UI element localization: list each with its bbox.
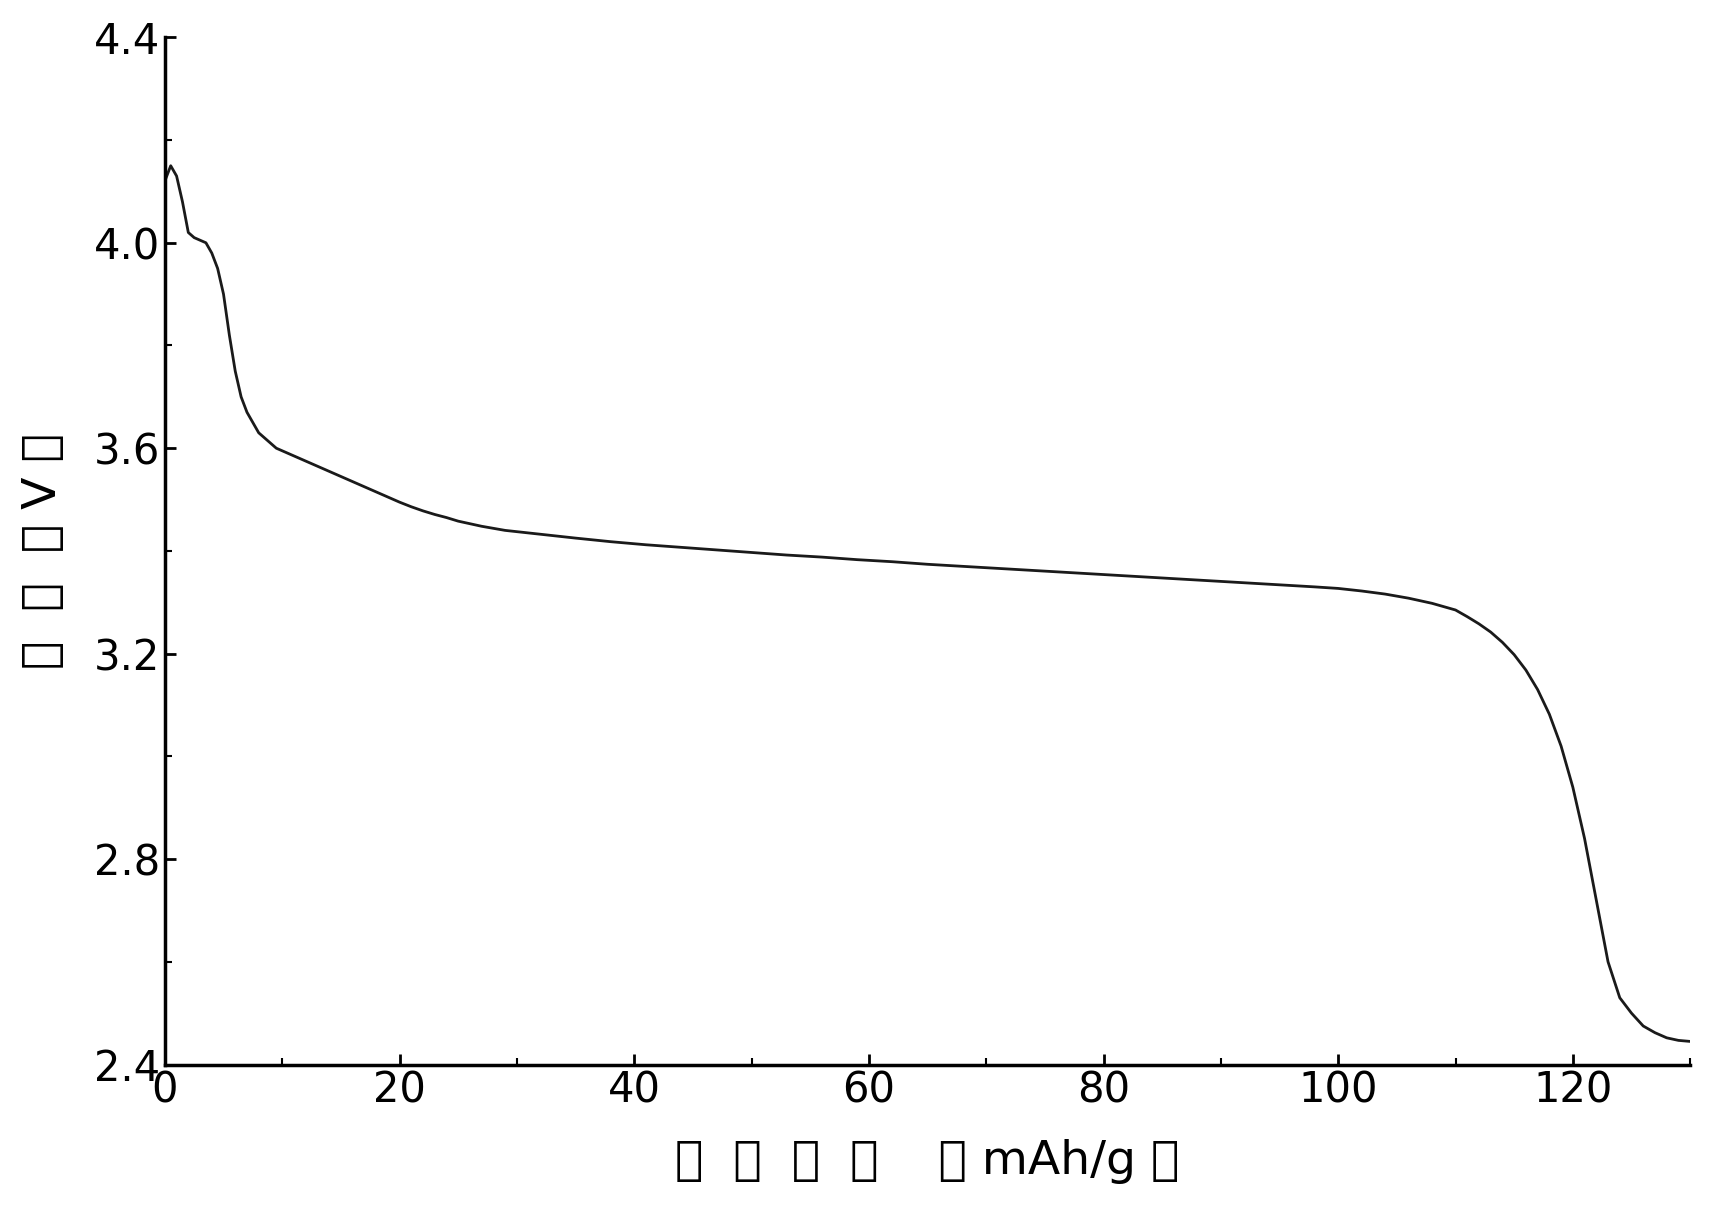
X-axis label: 放  电  容  量    （ mAh/g ）: 放 电 容 量 （ mAh/g ） xyxy=(676,1139,1179,1185)
Y-axis label: 电  势  （ V ）: 电 势 （ V ） xyxy=(21,433,65,669)
